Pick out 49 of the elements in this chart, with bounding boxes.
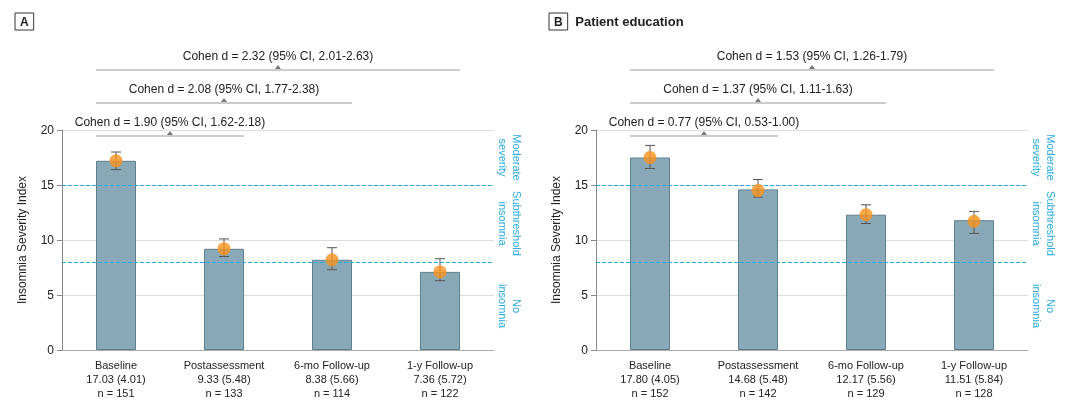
y-tick-label: 20: [40, 123, 55, 137]
point: [643, 151, 657, 164]
chart-title: B Patient education: [554, 14, 684, 29]
x-tick-label: Baseline 17.80 (4.05) n = 152: [620, 359, 680, 399]
point: [217, 242, 231, 256]
point: [751, 184, 765, 197]
text: Cohen d = 2.32 (95% CI, 2.01-2.63): [182, 49, 374, 63]
x-tick-label: Postassessment 14.68 (5.48) n = 142: [717, 359, 799, 399]
bar: [738, 189, 778, 350]
x-tick-label: Baseline 17.03 (4.01) n = 151: [86, 359, 146, 399]
text: Moderate severity: [1031, 134, 1057, 181]
bar: [96, 160, 136, 350]
bar: [954, 220, 994, 350]
point: [967, 214, 981, 228]
text: Cohen d = 1.53 (95% CI, 1.26-1.79): [716, 49, 908, 63]
y-tick-label: 0: [581, 343, 589, 357]
point: [859, 208, 873, 222]
y-tick-label: 0: [47, 343, 55, 357]
text: No insomnia: [497, 283, 523, 329]
y-tick-label: 5: [47, 288, 55, 302]
x-tick-label: 1-y Follow-up 7.36 (5.72) n = 122: [406, 359, 474, 399]
point: [433, 265, 447, 279]
y-axis-title: Insomnia Severity Index: [549, 175, 563, 305]
bar: [312, 259, 352, 350]
bar: [420, 271, 460, 350]
y-axis-title: Insomnia Severity Index: [15, 175, 29, 305]
x-tick-label: 6-mo Follow-up 8.38 (5.66) n = 114: [294, 359, 370, 399]
y-tick-label: 15: [40, 178, 55, 192]
text: Cohen d = 1.37 (95% CI, 1.11-1.63): [663, 82, 853, 96]
y-tick-label: 20: [574, 123, 589, 137]
text: Cohen d = 0.77 (95% CI, 0.53-1.00): [608, 115, 800, 129]
text: No insomnia: [1031, 283, 1057, 329]
bar: [630, 157, 670, 350]
y-tick-label: 10: [574, 233, 589, 247]
x-tick-label: Postassessment 9.33 (5.48) n = 133: [183, 359, 265, 399]
x-tick-label: 6-mo Follow-up 12.17 (5.56) n = 129: [828, 359, 904, 399]
chart-title: A: [20, 15, 29, 29]
point: [325, 253, 339, 267]
x-tick-label: 1-y Follow-up 11.51 (5.84) n = 128: [940, 359, 1008, 399]
text: Subthreshold insomnia: [1031, 191, 1057, 256]
text: Subthreshold insomnia: [497, 191, 523, 256]
text: Cohen d = 1.90 (95% CI, 1.62-2.18): [74, 115, 266, 129]
y-tick-label: 5: [581, 288, 589, 302]
text: Cohen d = 2.08 (95% CI, 1.77-2.38): [128, 82, 320, 96]
y-tick-label: 10: [40, 233, 55, 247]
bar: [846, 214, 886, 350]
text: Moderate severity: [497, 134, 523, 181]
bar: [204, 248, 244, 350]
y-tick-label: 15: [574, 178, 589, 192]
